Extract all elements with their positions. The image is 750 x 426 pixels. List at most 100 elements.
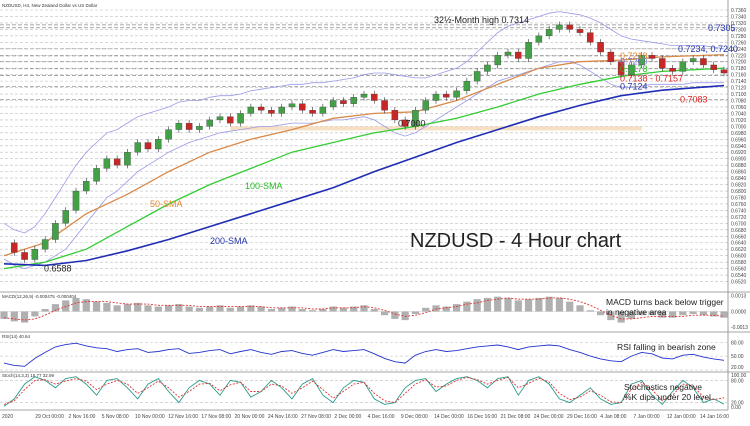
macd-bar [617,311,625,323]
time-tick-label: 4 Dec 16:00 [368,414,395,420]
candle-up [412,110,419,127]
time-tick-label: 2020 [2,414,13,420]
time-tick-label: 24 Dec 00:00 [534,414,564,420]
price-tick-label: 0.6560 [731,267,747,273]
macd-bar [339,307,348,312]
candle-up [134,142,141,153]
macd-bar [319,309,327,312]
candle-up [422,100,429,111]
time-tick-label: 2 Dec 00:00 [334,414,361,420]
macd-bar [432,305,440,312]
macd-bar [103,302,111,312]
panel-tick-label: 0.00 [731,405,741,411]
price-tick-label: 0.6680 [731,228,747,234]
macd-bar [545,296,553,312]
price-tick-label: 0.7180 [731,66,747,72]
price-tick-label: 0.7340 [731,14,747,20]
candle-up [329,100,337,108]
panel-tick-label: 80.00 [731,340,744,346]
price-tick-label: 0.7100 [731,92,747,98]
price-tick-label: 0.7020 [731,118,747,124]
candle-down [576,29,584,33]
macd-bar [391,311,399,319]
candle-down [566,24,573,30]
macd-signal-line [3,297,725,321]
price-tick-label: 0.7220 [731,53,747,59]
candle-up [247,106,255,114]
macd-bar [668,311,677,318]
support-zone-layer [230,126,642,131]
macd-bar [41,309,49,312]
100-sma-line [3,67,725,270]
price-tick-label: 0.6720 [731,215,747,221]
annotation-label: 0.7083 [680,95,708,105]
time-tick-label: 21 Dec 08:00 [501,414,531,420]
price-tick-label: 0.7000 [731,124,747,130]
annotation-label: 0.7200 [620,57,648,67]
annotation-label: 0.7138 - 0.7157 [620,74,683,84]
candle-down [515,51,522,59]
time-tick-label: 29 Dec 16:00 [567,414,597,420]
candle-down [617,61,625,75]
stochastic-annotation: Stochastics negative %K dips under 20 lev… [624,382,711,402]
macd-bar [350,306,358,312]
annotation-label: 0.7218 [620,51,648,61]
candle-down [710,64,717,70]
rsi-panel: RSI falling in bearish zone [0,341,728,371]
time-tick-label: 20 Nov 00:00 [235,414,265,420]
candle-up [278,106,285,114]
macd-bar [175,304,183,312]
annotations-layer: 32½-Month high 0.7314 0.7305 0.7234, 0.724… [44,15,738,274]
sma-layer [3,53,725,270]
200-sma-line [3,84,725,267]
candle-down [391,110,399,121]
annotation-label: 50-SMA [150,199,183,209]
macd-bar [576,305,584,312]
candle-up [103,158,111,169]
candle-up [638,55,645,66]
price-tick-label: 0.6700 [731,221,747,227]
time-tick-label: 14 Jan 16:00 [700,414,729,420]
macd-bar [10,311,18,322]
macd-bar [370,309,378,312]
macd-label: MACD(12,26,9) -0.000475 -0.000404 [2,294,77,299]
candle-down [720,69,728,74]
panel-tick-label: 80.00 [731,378,744,384]
price-tick-label: 0.7360 [731,8,747,14]
macd-bar [247,305,255,312]
candle-up [41,239,49,250]
panel-tick-label: 20.00 [731,365,744,371]
candle-down [144,142,152,150]
macd-bar [267,309,276,312]
annotation-label: 0.7234, 0.7240 [678,44,738,54]
grid-layer [0,0,750,410]
price-tick-label: 0.6820 [731,183,747,189]
price-tick-label: 0.6960 [731,137,747,143]
candle-down [268,110,275,114]
candle-down [648,55,656,59]
macd-bar [216,305,224,312]
candle-up [237,113,244,124]
candle-up [525,42,532,59]
price-tick-label: 0.6600 [731,254,747,260]
price-tick-label: 0.6580 [731,260,747,266]
macd-bar [164,305,173,312]
price-tick-label: 0.7140 [731,79,747,85]
candle-up [350,97,357,104]
candle-up [432,93,440,101]
panel-tick-label: 50.00 [731,354,744,360]
rsi-label: RSI(14) 40.64 [2,334,31,339]
candle-up [504,51,512,56]
macd-bar [298,309,306,312]
macd-bar [586,310,594,312]
macd-bar [422,307,430,312]
panel-tick-label: 0.0013 [731,293,747,299]
symbol-header: NZDUSD, H4, New Zealand Dollar vs US Dol… [2,3,98,8]
macd-bar [0,311,8,319]
macd-bar [226,307,234,312]
macd-bar [154,306,162,312]
price-tick-label: 0.6900 [731,157,747,163]
candles-layer [11,21,728,263]
